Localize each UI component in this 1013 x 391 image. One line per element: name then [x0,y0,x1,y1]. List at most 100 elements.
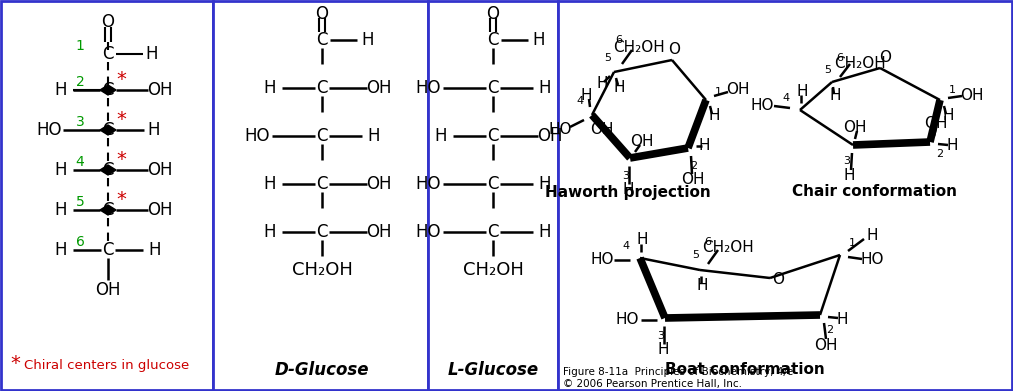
Text: OH: OH [924,117,948,131]
Text: 5: 5 [76,195,84,209]
Text: H: H [362,31,374,49]
Text: C: C [487,223,498,241]
Text: 5: 5 [605,53,612,63]
Text: O: O [101,13,114,31]
Text: HO: HO [860,253,883,267]
Text: *: * [10,355,20,373]
Text: H: H [597,77,608,91]
Text: *: * [116,111,126,129]
Text: CH₂OH: CH₂OH [702,240,754,255]
Polygon shape [108,165,116,175]
Text: H: H [613,81,625,95]
Text: H: H [55,201,67,219]
Text: 6: 6 [616,35,623,45]
Text: Haworth projection: Haworth projection [545,185,711,199]
Text: C: C [487,79,498,97]
Text: H: H [148,121,160,139]
Polygon shape [100,125,108,135]
Text: 4: 4 [622,241,629,251]
Text: C: C [316,79,328,97]
Text: H: H [539,175,551,193]
Text: H: H [539,223,551,241]
Text: H: H [866,228,877,242]
Text: 1: 1 [714,87,721,97]
Text: D-Glucose: D-Glucose [275,361,370,379]
Text: H: H [368,127,380,145]
Text: HO: HO [415,175,441,193]
Text: OH: OH [726,83,750,97]
Text: 1: 1 [849,238,856,248]
Text: OH: OH [367,175,392,193]
Text: 2: 2 [936,149,943,159]
Text: H: H [55,81,67,99]
Text: H: H [696,278,708,294]
Text: 5: 5 [825,65,832,75]
Text: HO: HO [591,253,614,267]
Text: 2: 2 [691,161,698,171]
Text: *: * [116,151,126,170]
Text: HO: HO [415,223,441,241]
Text: 3: 3 [657,331,665,341]
Bar [428,1,558,390]
Text: C: C [487,31,498,49]
Text: O: O [879,50,891,66]
Text: OH: OH [147,81,173,99]
Text: C: C [487,127,498,145]
Polygon shape [100,85,108,95]
Text: HO: HO [548,122,571,138]
Text: C: C [316,223,328,241]
Text: 3: 3 [76,115,84,129]
Text: H: H [657,343,669,357]
Text: CH₂OH: CH₂OH [613,39,665,54]
Text: C: C [316,127,328,145]
Text: H: H [636,233,647,248]
Text: OH: OH [95,281,121,299]
Text: HO: HO [244,127,269,145]
Text: H: H [843,167,855,183]
Text: OH: OH [147,201,173,219]
Text: Chair conformation: Chair conformation [792,185,957,199]
Text: C: C [102,201,113,219]
Text: H: H [263,79,277,97]
Text: 6: 6 [704,237,711,247]
Text: 6: 6 [837,53,844,63]
Text: C: C [102,161,113,179]
Text: L-Glucose: L-Glucose [448,361,539,379]
Text: 1: 1 [948,85,955,95]
Text: H: H [263,223,277,241]
Text: H: H [622,183,634,197]
Text: 4: 4 [576,96,583,106]
Text: O: O [315,5,328,23]
Text: O: O [668,43,680,57]
Text: 2: 2 [76,75,84,89]
Text: CH₂OH: CH₂OH [292,261,353,279]
Text: H: H [149,241,161,259]
Text: Figure 8-11a  Principles of Biochemistry, 4/e: Figure 8-11a Principles of Biochemistry,… [563,367,793,377]
Text: *: * [116,190,126,210]
Text: CH₂OH: CH₂OH [834,57,886,72]
Text: HO: HO [751,97,774,113]
Text: C: C [102,241,113,259]
Text: H: H [830,88,841,104]
Text: Chiral centers in glucose: Chiral centers in glucose [24,359,189,373]
Text: H: H [55,241,67,259]
Text: OH: OH [960,88,984,102]
Text: C: C [316,175,328,193]
Text: 3: 3 [623,171,629,181]
Text: H: H [837,312,848,328]
Text: 4: 4 [76,155,84,169]
Text: 5: 5 [693,250,700,260]
Text: OH: OH [367,79,392,97]
Text: OH: OH [843,120,867,135]
Polygon shape [108,85,116,95]
Text: C: C [102,81,113,99]
Text: HO: HO [415,79,441,97]
Text: C: C [316,31,328,49]
Text: H: H [698,138,710,154]
Text: OH: OH [367,223,392,241]
Text: H: H [146,45,158,63]
Text: HO: HO [36,121,62,139]
Text: C: C [102,45,113,63]
Text: 2: 2 [827,325,834,335]
Text: OH: OH [814,337,838,353]
